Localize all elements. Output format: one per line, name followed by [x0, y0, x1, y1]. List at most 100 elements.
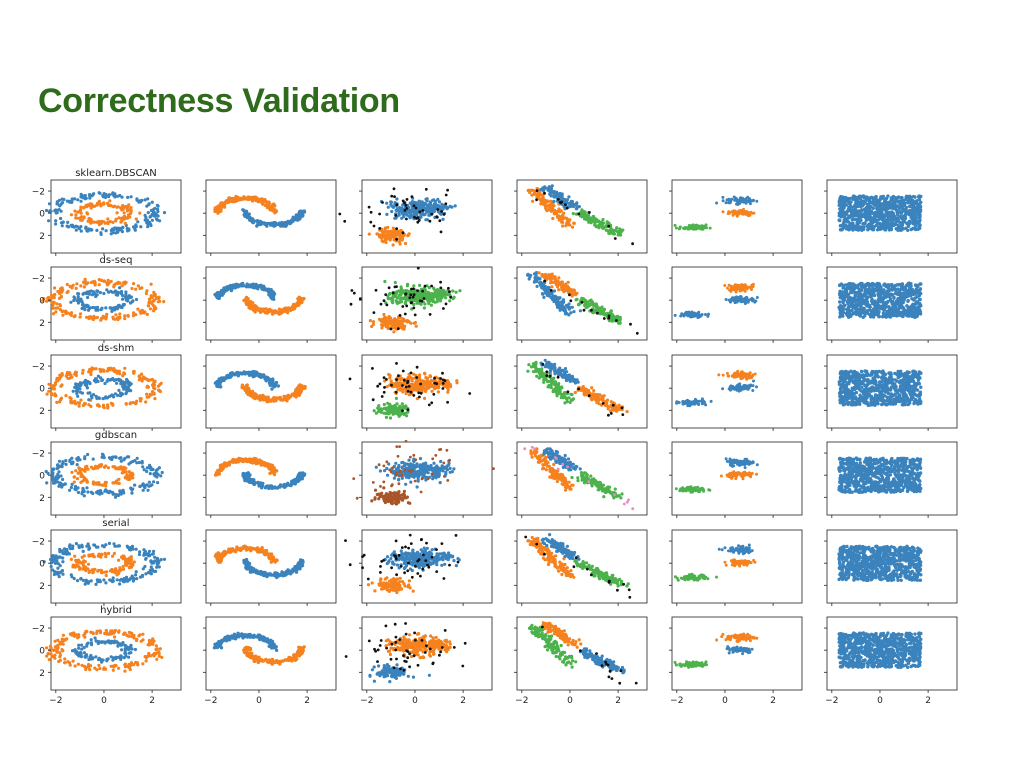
data-point: [251, 285, 255, 290]
data-point: [406, 233, 410, 237]
data-point: [68, 396, 72, 400]
data-point: [583, 298, 587, 302]
data-point: [572, 289, 577, 293]
data-point: [385, 201, 389, 205]
data-point: [425, 210, 429, 214]
data-point: [390, 194, 394, 198]
data-point: [252, 197, 257, 201]
data-point: [69, 213, 74, 217]
data-point: [853, 217, 857, 222]
data-point: [118, 315, 122, 319]
data-point: [843, 303, 847, 307]
data-point: [604, 228, 608, 232]
data-point: [75, 298, 79, 303]
data-point: [279, 223, 283, 228]
data-point: [751, 198, 755, 202]
data-point: [537, 271, 541, 275]
data-point: [567, 307, 571, 311]
data-point: [596, 311, 599, 315]
data-point: [447, 286, 450, 290]
data-point: [888, 315, 893, 319]
data-point: [259, 283, 263, 287]
data-point: [412, 204, 416, 208]
data-point: [562, 290, 566, 294]
data-point: [734, 297, 738, 301]
data-point: [139, 399, 143, 403]
data-point: [221, 290, 225, 294]
data-point: [398, 314, 402, 317]
data-point: [77, 227, 81, 231]
data-point: [84, 196, 88, 200]
data-point: [98, 291, 102, 295]
data-point: [51, 306, 55, 310]
data-point: [616, 230, 621, 234]
data-point: [913, 200, 917, 204]
data-point: [851, 212, 855, 216]
data-point: [428, 313, 432, 316]
data-point: [377, 317, 382, 321]
data-point: [78, 315, 82, 319]
data-point: [841, 299, 845, 304]
data-point: [72, 295, 76, 299]
panel-sklearn.DBSCAN-moons: [203, 179, 337, 256]
data-point: [918, 308, 922, 312]
data-point: [898, 310, 902, 315]
data-point: [887, 211, 891, 215]
data-point: [889, 198, 893, 202]
data-point: [900, 222, 905, 226]
data-point: [743, 289, 747, 293]
data-point: [907, 281, 911, 285]
data-point: [906, 223, 910, 227]
data-point: [74, 224, 78, 228]
data-point: [132, 282, 136, 286]
data-point: [412, 284, 416, 288]
data-point: [382, 312, 386, 317]
data-point: [870, 299, 874, 303]
data-point: [448, 290, 451, 294]
data-point: [75, 282, 79, 286]
data-point: [369, 220, 373, 224]
data-point: [86, 228, 90, 232]
data-point: [900, 282, 905, 286]
data-point: [453, 204, 457, 208]
data-point: [902, 216, 906, 220]
data-point: [58, 291, 62, 296]
data-point: [95, 293, 99, 297]
data-point: [249, 300, 253, 304]
data-point: [839, 228, 844, 232]
data-point: [565, 221, 570, 225]
data-point: [881, 196, 885, 200]
data-point: [617, 321, 621, 325]
data-point: [571, 212, 575, 216]
data-point: [58, 400, 62, 404]
data-point: [884, 315, 888, 319]
data-point: [395, 227, 398, 231]
data-point: [395, 285, 398, 288]
data-point: [887, 201, 891, 205]
data-point: [704, 223, 708, 227]
data-point: [607, 224, 611, 228]
data-point: [405, 198, 409, 201]
data-point: [114, 293, 118, 297]
data-point: [61, 220, 65, 224]
data-point: [430, 212, 434, 216]
data-point: [428, 296, 433, 300]
data-point: [446, 188, 449, 192]
data-point: [674, 226, 678, 230]
data-point: [437, 200, 442, 204]
data-point: [350, 289, 354, 292]
data-point: [367, 232, 371, 236]
data-point: [558, 303, 563, 307]
data-point: [438, 299, 443, 303]
data-point: [384, 240, 388, 245]
data-point: [396, 320, 400, 324]
data-point: [286, 307, 290, 311]
data-point: [107, 281, 111, 285]
data-point: [149, 223, 153, 228]
data-point: [754, 299, 758, 303]
data-point: [416, 295, 420, 299]
data-point: [746, 300, 750, 304]
data-point: [87, 316, 91, 321]
data-point: [570, 305, 574, 309]
data-point: [145, 392, 149, 396]
